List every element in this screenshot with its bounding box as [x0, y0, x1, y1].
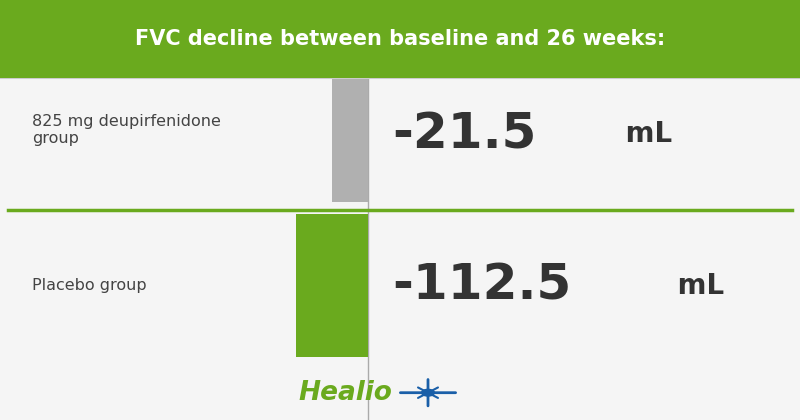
Text: mL: mL — [668, 272, 724, 299]
Text: 825 mg deupirfenidone
group: 825 mg deupirfenidone group — [32, 114, 221, 147]
Bar — [332, 67, 368, 202]
Text: FVC decline between baseline and 26 weeks:: FVC decline between baseline and 26 week… — [135, 29, 665, 49]
Text: Placebo group: Placebo group — [32, 278, 146, 293]
Bar — [0, 0, 800, 78]
Circle shape — [422, 389, 434, 396]
Text: Healio: Healio — [298, 380, 392, 406]
Text: -21.5: -21.5 — [392, 110, 536, 158]
Text: mL: mL — [616, 121, 672, 148]
Text: -112.5: -112.5 — [392, 262, 571, 310]
Bar — [296, 214, 368, 357]
